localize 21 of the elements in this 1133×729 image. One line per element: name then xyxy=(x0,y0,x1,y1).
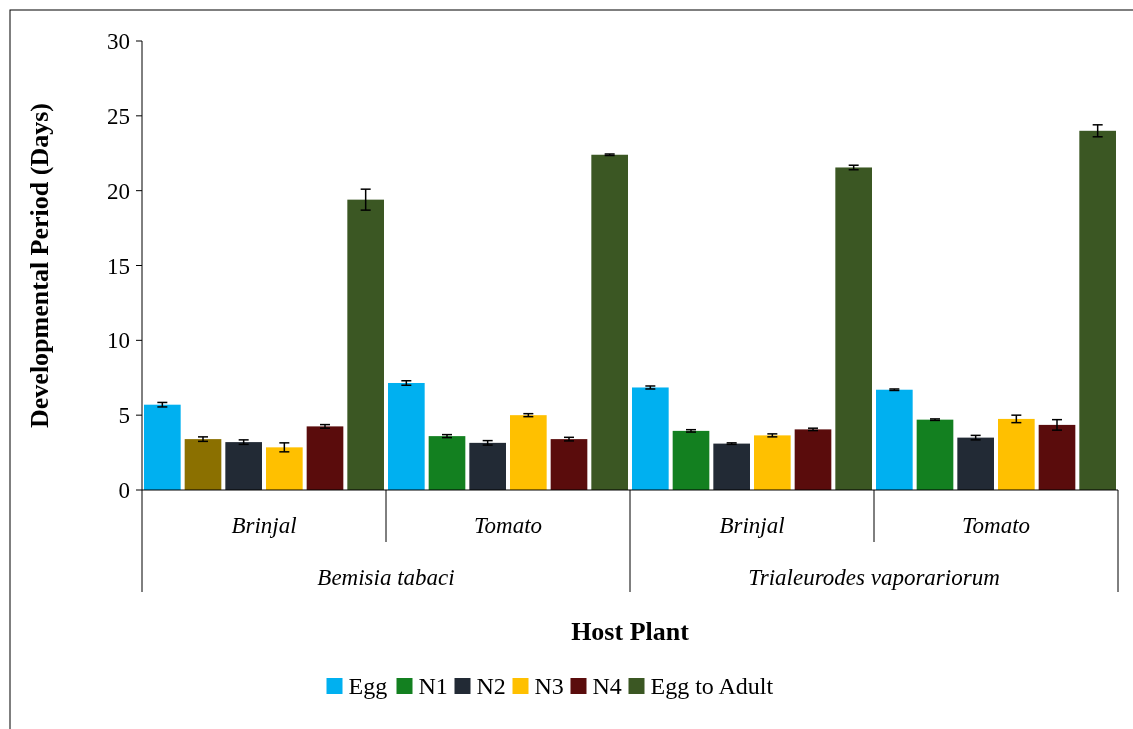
y-tick-label: 0 xyxy=(118,478,130,504)
text: Trialeurodes vaporariorum xyxy=(748,565,1000,590)
y-tick-label: 15 xyxy=(107,253,130,279)
legend-label: N2 xyxy=(476,673,506,700)
legend-label: Egg xyxy=(348,673,388,700)
x-tick-label: Tomato xyxy=(961,513,1031,538)
x-tick-label: Tomato xyxy=(473,513,543,538)
y-tick-label: 10 xyxy=(107,328,130,354)
y-tick-label: 25 xyxy=(107,103,130,129)
y-tick-label: 30 xyxy=(107,29,130,55)
text: Bemisia tabaci xyxy=(317,565,455,590)
legend-label: N1 xyxy=(418,673,448,700)
legend-label: N3 xyxy=(534,673,564,700)
legend-label: N4 xyxy=(592,673,622,700)
x-tick-label: Brinjal xyxy=(231,513,297,538)
x-axis-title: Host Plant xyxy=(571,617,690,646)
y-tick-label: 20 xyxy=(107,178,130,204)
legend-label: Egg to Adult xyxy=(650,673,774,700)
x-tick-label: Brinjal xyxy=(719,513,785,538)
y-axis-title: Developmental Period (Days) xyxy=(25,103,54,428)
y-tick-label: 5 xyxy=(118,403,130,429)
